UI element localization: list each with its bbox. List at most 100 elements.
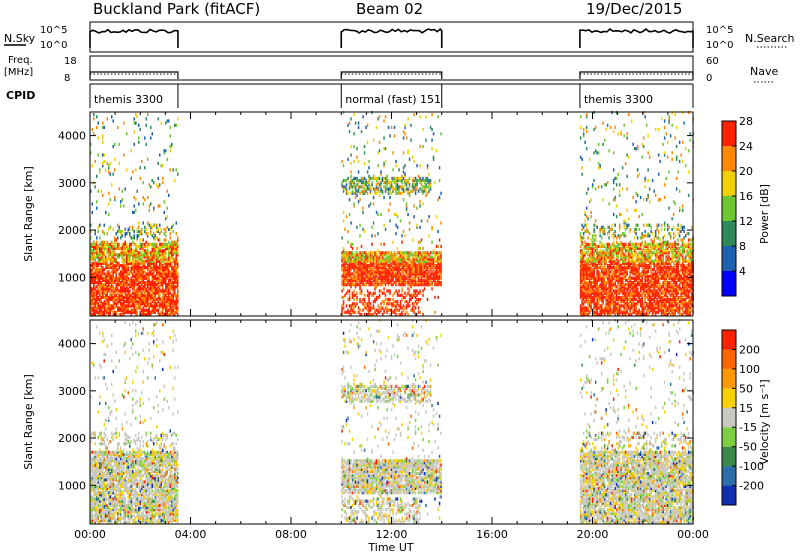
heatmap-cell [165,308,167,312]
heatmap-cell [585,223,588,227]
heatmap-cell [599,283,601,287]
heatmap-cell [612,151,615,155]
heatmap-cell [413,270,415,274]
heatmap-cell [384,187,387,191]
heatmap-cell [362,276,364,280]
heatmap-cell [141,297,143,302]
heatmap-cell [372,251,375,255]
heatmap-cell [132,225,134,229]
heatmap-cell [99,297,101,302]
heatmap-cell [121,249,123,253]
heatmap-cell [127,266,129,270]
heatmap-cell [132,255,134,259]
heatmap-cell [402,166,405,170]
heatmap-cell [112,276,114,280]
heatmap-cell [96,285,98,289]
heatmap-cell [144,263,146,268]
heatmap-cell [393,178,396,183]
heatmap-cell [154,293,156,297]
heatmap-cell [166,300,168,304]
heatmap-cell [386,276,388,280]
heatmap-cell [132,259,134,263]
heatmap-cell [365,263,367,268]
heatmap-cell [118,142,120,146]
heatmap-cell [617,306,619,310]
heatmap-cell [399,272,402,276]
heatmap-cell [401,310,403,314]
heatmap-cell [142,302,144,306]
cpid-marks: themis 3300 normal (fast) 151 themis 3300 [89,84,694,108]
heatmap-cell [132,170,134,174]
heatmap-cell [417,291,420,295]
heatmap-cell [171,272,173,276]
heatmap-cell [380,302,382,306]
heatmap-cell [115,287,117,291]
heatmap-cell [156,244,158,248]
heatmap-cell [614,229,616,234]
heatmap-cell [156,223,158,227]
heatmap-cell [144,225,146,229]
heatmap-cell [626,223,628,227]
heatmap-cell [147,283,149,287]
heatmap-cell [377,255,379,259]
heatmap-cell [342,287,345,291]
heatmap-cell [147,157,149,161]
heatmap-cell [429,178,432,183]
heatmap-cell [148,276,150,280]
heatmap-cell [381,300,384,304]
heatmap-cell [94,276,96,280]
heatmap-cell [357,272,360,276]
heatmap-cell [144,276,146,280]
heatmap-cell [133,276,135,280]
heatmap-cell [362,270,364,274]
heatmap-cell [380,306,382,310]
heatmap-cell [347,176,349,180]
heatmap-cell [112,280,114,285]
heatmap-cell [372,263,375,268]
heatmap-cell [124,293,126,297]
heatmap-cell [129,278,131,282]
heatmap-cell [94,261,96,265]
heatmap-cell [389,134,391,138]
heatmap-cell [96,206,98,210]
heatmap-cell [103,304,105,308]
heatmap-cell [93,255,95,259]
heatmap-cell [621,310,624,314]
heatmap-cell [159,261,161,265]
heatmap-cell [381,176,384,180]
heatmap-cell [165,285,167,289]
heatmap-cell [130,280,132,285]
heatmap-cell [638,251,640,255]
heatmap-cell [431,127,433,132]
heatmap-cell [166,285,168,289]
heatmap-cell [414,251,417,255]
heatmap-cell [377,280,379,285]
heatmap-cell [363,183,366,187]
heatmap-cell [420,187,423,191]
heatmap-cell [100,242,102,246]
heatmap-cell [171,300,173,304]
heatmap-cell [387,263,390,268]
heatmap-cell [353,278,355,282]
heatmap-cell [108,251,110,255]
heatmap-cell [165,304,167,308]
heatmap-cell [393,266,396,270]
beam-label: Beam 02 [356,0,423,18]
heatmap-cell [377,270,379,274]
heatmap-cell [375,261,378,265]
heatmap-cell [118,297,120,302]
heatmap-cell [594,238,597,242]
heatmap-cell [393,125,396,129]
heatmap-cell [362,253,364,257]
heatmap-cell [605,280,607,285]
heatmap-cell [615,204,618,208]
heatmap-cell [154,306,156,310]
heatmap-cell [126,308,128,312]
heatmap-cell [102,285,104,289]
heatmap-cell [428,234,430,238]
heatmap-cell [162,266,164,270]
heatmap-cell [587,242,589,246]
heatmap-cell [111,278,113,282]
heatmap-cell [342,178,345,183]
heatmap-cell [342,280,345,285]
